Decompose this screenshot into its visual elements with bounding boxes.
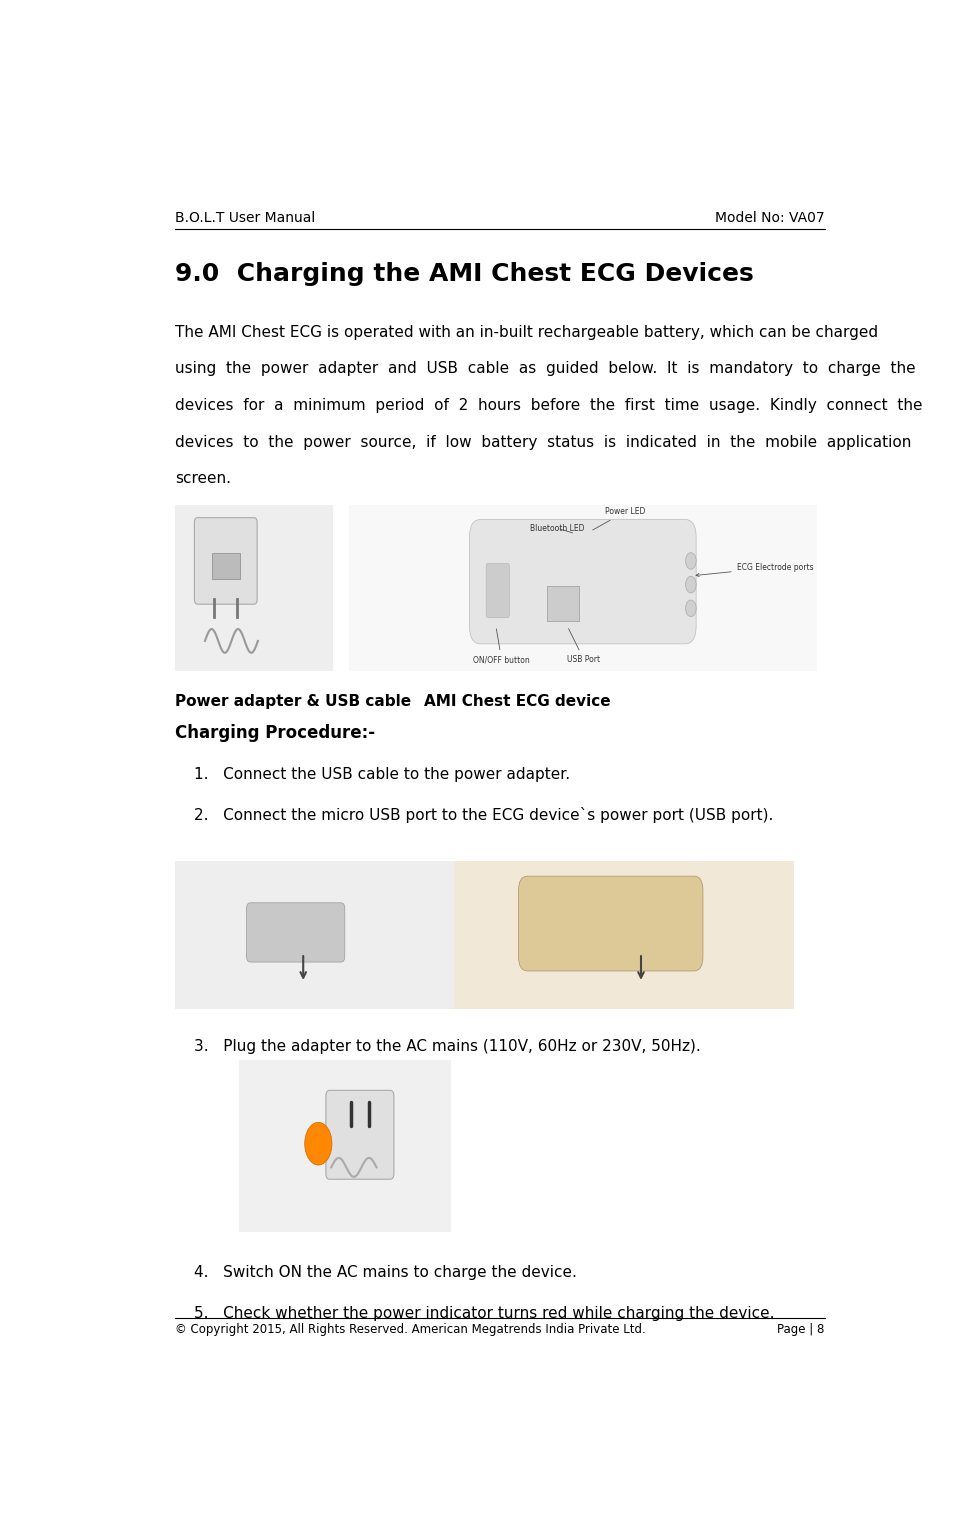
Text: ECG Electrode ports: ECG Electrode ports bbox=[696, 563, 813, 577]
Text: Power adapter & USB cable: Power adapter & USB cable bbox=[175, 694, 410, 709]
FancyBboxPatch shape bbox=[470, 520, 696, 643]
Text: Power LED: Power LED bbox=[593, 508, 645, 529]
Text: devices  to  the  power  source,  if  low  battery  status  is  indicated  in  t: devices to the power source, if low batt… bbox=[175, 434, 912, 449]
FancyBboxPatch shape bbox=[247, 903, 345, 962]
Text: USB Port: USB Port bbox=[567, 628, 601, 665]
FancyBboxPatch shape bbox=[487, 563, 510, 617]
Text: screen.: screen. bbox=[175, 471, 231, 486]
FancyBboxPatch shape bbox=[194, 517, 257, 605]
Text: 3.   Plug the adapter to the AC mains (110V, 60Hz or 230V, 50Hz).: 3. Plug the adapter to the AC mains (110… bbox=[194, 1039, 700, 1054]
Text: 4.   Switch ON the AC mains to charge the device.: 4. Switch ON the AC mains to charge the … bbox=[194, 1265, 576, 1280]
FancyBboxPatch shape bbox=[239, 1060, 450, 1233]
Text: 1.   Connect the USB cable to the power adapter.: 1. Connect the USB cable to the power ad… bbox=[194, 766, 569, 782]
Text: Bluetooth LED: Bluetooth LED bbox=[530, 523, 584, 532]
Circle shape bbox=[685, 576, 696, 593]
FancyBboxPatch shape bbox=[547, 586, 579, 622]
FancyBboxPatch shape bbox=[454, 862, 795, 1010]
FancyBboxPatch shape bbox=[175, 505, 333, 671]
Text: devices  for  a  minimum  period  of  2  hours  before  the  first  time  usage.: devices for a minimum period of 2 hours … bbox=[175, 399, 922, 412]
Text: © Copyright 2015, All Rights Reserved. American Megatrends India Private Ltd.: © Copyright 2015, All Rights Reserved. A… bbox=[175, 1324, 645, 1336]
Text: AMI Chest ECG device: AMI Chest ECG device bbox=[424, 694, 610, 709]
FancyBboxPatch shape bbox=[519, 876, 703, 971]
Text: Model No: VA07: Model No: VA07 bbox=[715, 211, 825, 225]
Text: Page | 8: Page | 8 bbox=[777, 1324, 825, 1336]
Circle shape bbox=[685, 553, 696, 569]
Text: ON/OFF button: ON/OFF button bbox=[473, 629, 530, 665]
Text: 9.0  Charging the AMI Chest ECG Devices: 9.0 Charging the AMI Chest ECG Devices bbox=[175, 262, 754, 286]
FancyBboxPatch shape bbox=[349, 505, 817, 671]
FancyBboxPatch shape bbox=[212, 553, 240, 579]
FancyBboxPatch shape bbox=[175, 862, 462, 1010]
Text: B.O.L.T User Manual: B.O.L.T User Manual bbox=[175, 211, 315, 225]
Text: 2.   Connect the micro USB port to the ECG device`s power port (USB port).: 2. Connect the micro USB port to the ECG… bbox=[194, 806, 773, 823]
Text: using  the  power  adapter  and  USB  cable  as  guided  below.  It  is  mandato: using the power adapter and USB cable as… bbox=[175, 362, 916, 376]
Circle shape bbox=[305, 1122, 332, 1165]
Text: 5.   Check whether the power indicator turns red while charging the device.: 5. Check whether the power indicator tur… bbox=[194, 1305, 774, 1320]
Text: Charging Procedure:-: Charging Procedure:- bbox=[175, 723, 375, 742]
FancyBboxPatch shape bbox=[326, 1090, 394, 1179]
Text: The AMI Chest ECG is operated with an in-built rechargeable battery, which can b: The AMI Chest ECG is operated with an in… bbox=[175, 325, 878, 340]
Circle shape bbox=[685, 600, 696, 617]
